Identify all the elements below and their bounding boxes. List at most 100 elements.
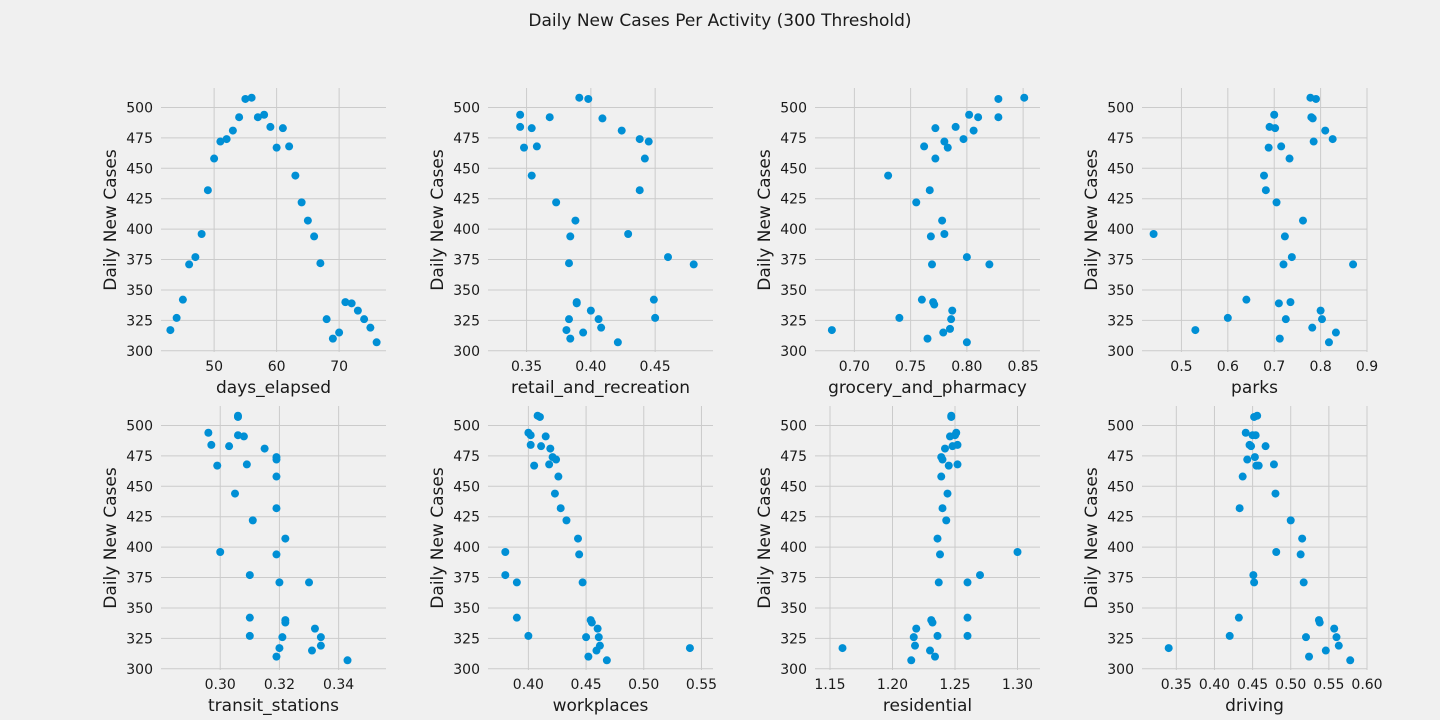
data-point	[943, 489, 952, 498]
data-point	[593, 624, 602, 633]
data-point	[1305, 652, 1314, 661]
y-tick-label: 500	[453, 100, 480, 116]
data-point	[546, 444, 555, 453]
data-point	[281, 534, 290, 543]
data-point	[931, 652, 939, 661]
y-axis-label: Daily New Cases	[428, 467, 448, 609]
y-tick-label: 300	[453, 344, 480, 360]
y-tick-label: 350	[453, 283, 480, 299]
data-point	[316, 259, 325, 268]
data-point	[231, 489, 240, 498]
data-point	[1318, 315, 1326, 324]
data-point	[278, 633, 287, 642]
data-point	[1308, 114, 1317, 123]
y-tick-label: 325	[1107, 313, 1134, 329]
data-point	[962, 338, 971, 347]
data-point	[281, 618, 290, 627]
data-point	[512, 578, 521, 587]
data-point	[1270, 110, 1279, 119]
y-tick-label: 450	[1107, 479, 1134, 495]
data-point	[253, 113, 262, 122]
y-tick-label: 500	[1107, 418, 1134, 434]
x-tick-label: 1.20	[877, 677, 908, 693]
data-point	[1285, 154, 1294, 163]
data-point	[1277, 142, 1286, 151]
data-point	[948, 306, 957, 315]
y-axis-label: Daily New Cases	[755, 149, 775, 291]
data-point	[953, 460, 962, 469]
data-point	[307, 646, 316, 655]
data-point	[943, 143, 952, 152]
data-point	[594, 633, 603, 642]
data-point	[1242, 295, 1251, 304]
data-point	[526, 431, 535, 440]
data-point	[191, 253, 200, 262]
y-tick-label: 500	[453, 418, 480, 434]
y-tick-label: 300	[1107, 662, 1134, 678]
data-point	[516, 110, 525, 119]
data-point	[1328, 135, 1337, 144]
data-point	[939, 328, 948, 337]
y-tick-label: 450	[126, 479, 153, 495]
data-point	[598, 114, 607, 123]
y-tick-label: 500	[1107, 100, 1134, 116]
y-tick-label: 400	[453, 540, 480, 556]
data-point	[574, 534, 582, 543]
data-point	[565, 315, 573, 324]
y-tick-label: 450	[1107, 161, 1134, 177]
data-point	[248, 516, 257, 525]
x-tick-label: 0.35	[511, 359, 542, 375]
data-point	[1309, 137, 1318, 146]
data-point	[501, 571, 510, 580]
data-point	[216, 137, 225, 146]
y-tick-label: 400	[453, 222, 480, 238]
y-tick-label: 500	[126, 100, 153, 116]
y-tick-label: 400	[1107, 540, 1134, 556]
data-point	[617, 126, 626, 135]
data-point	[272, 550, 281, 559]
x-tick-label: 0.50	[628, 677, 659, 693]
data-point	[372, 338, 381, 347]
x-tick-label: 0.32	[264, 677, 295, 693]
data-point	[624, 229, 633, 238]
data-point	[1279, 260, 1288, 269]
x-axis-label: grocery_and_pharmacy	[828, 378, 1027, 398]
data-point	[595, 641, 604, 650]
data-point	[937, 472, 946, 481]
x-tick-label: 60	[268, 359, 286, 375]
y-tick-label: 450	[453, 161, 480, 177]
data-point	[575, 93, 584, 102]
y-tick-label: 400	[126, 540, 153, 556]
subplot-parks: 300 325 350 375 400 425 450 475 500 0.5 0.6 0.7 0.8 0…	[1082, 88, 1378, 398]
data-point	[275, 578, 284, 587]
data-point	[1249, 571, 1258, 580]
data-point	[953, 440, 962, 449]
data-point	[912, 198, 921, 207]
data-point	[1315, 618, 1324, 627]
data-point	[942, 516, 951, 525]
subplot-transit_stations: 300 325 350 375 400 425 450 475 500 0.30 0.32 0.34 t…	[101, 406, 386, 716]
x-tick-label: 0.40	[1199, 677, 1230, 693]
y-tick-label: 425	[1107, 510, 1134, 526]
data-point	[1251, 431, 1260, 440]
data-point	[204, 428, 213, 437]
data-point	[527, 171, 536, 180]
y-tick-label: 500	[126, 418, 153, 434]
y-axis-label: Daily New Cases	[755, 467, 775, 609]
data-point	[360, 315, 369, 324]
data-point	[644, 137, 653, 146]
data-point	[941, 444, 949, 453]
data-point	[1298, 534, 1307, 543]
y-tick-label: 500	[780, 418, 807, 434]
data-point	[952, 428, 961, 437]
data-point	[1234, 613, 1243, 622]
y-tick-label: 375	[1107, 253, 1134, 269]
data-point	[582, 633, 591, 642]
x-tick-label: 0.70	[839, 359, 870, 375]
data-point	[278, 124, 287, 133]
y-tick-label: 350	[780, 601, 807, 617]
data-point	[228, 126, 237, 135]
data-point	[566, 232, 575, 241]
data-point	[938, 455, 947, 464]
data-point	[1250, 453, 1259, 462]
